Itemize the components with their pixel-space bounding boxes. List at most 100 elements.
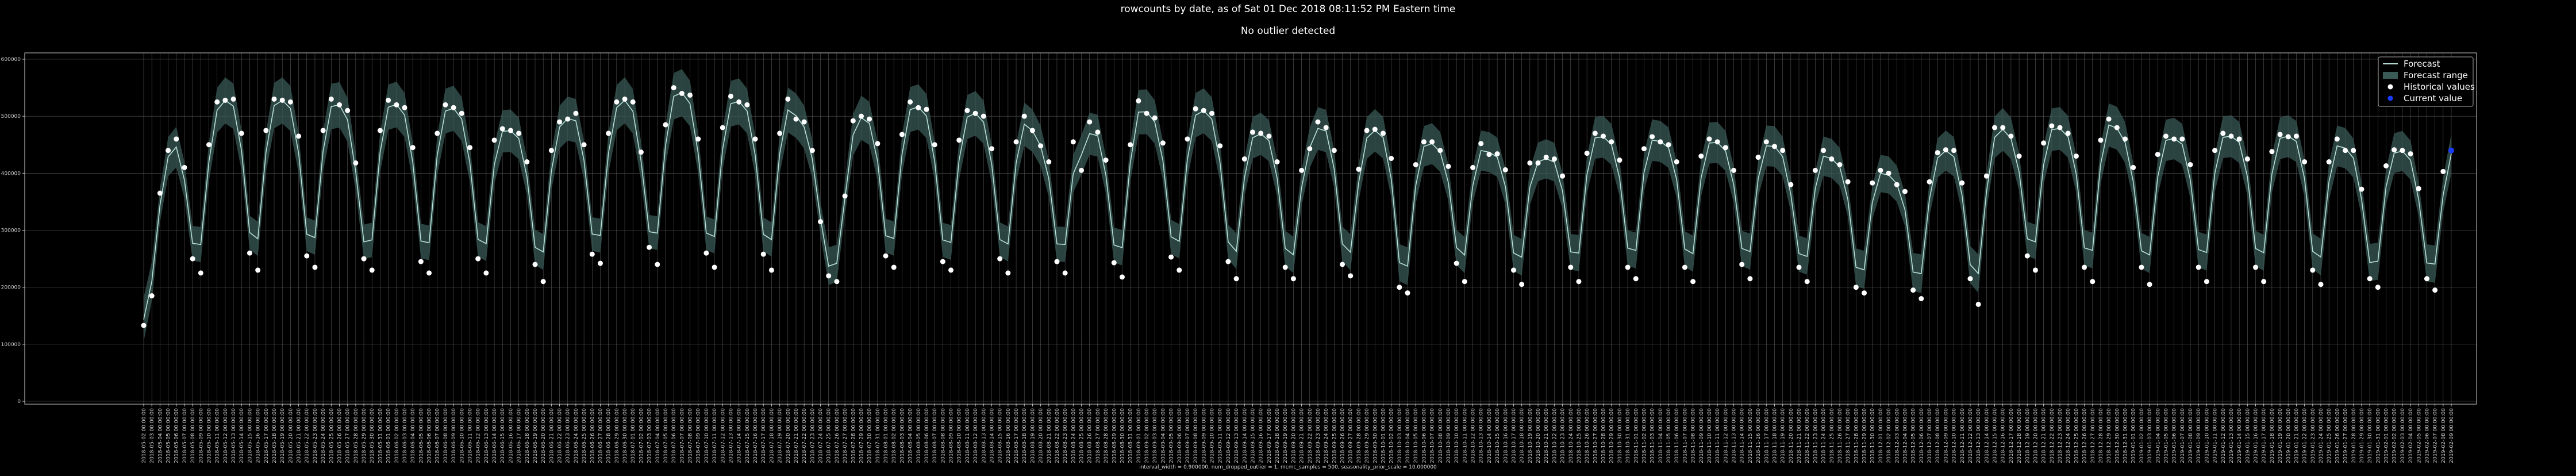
x-tick-label: 2018-06-30 00:00:00 xyxy=(622,408,628,463)
historical-point xyxy=(1429,139,1435,145)
historical-point xyxy=(1992,125,1998,130)
historical-point xyxy=(908,99,913,105)
x-tick-label: 2018-11-05 00:00:00 xyxy=(1666,408,1672,463)
x-tick-label: 2018-05-13 00:00:00 xyxy=(231,408,237,463)
x-tick-label: 2018-09-16 00:00:00 xyxy=(1259,408,1264,463)
x-tick-label: 2019-01-18 00:00:00 xyxy=(2270,408,2275,463)
historical-point xyxy=(435,130,440,136)
historical-point xyxy=(328,96,334,102)
x-tick-label: 2018-07-21 00:00:00 xyxy=(794,408,799,463)
x-tick-label: 2018-08-03 00:00:00 xyxy=(899,408,905,463)
x-tick-label: 2018-09-27 00:00:00 xyxy=(1348,408,1354,463)
x-tick-label: 2018-07-01 00:00:00 xyxy=(630,408,636,463)
historical-point xyxy=(2041,140,2047,146)
x-tick-label: 2019-01-09 00:00:00 xyxy=(2196,408,2202,463)
historical-point xyxy=(638,149,644,155)
x-tick-label: 2018-10-08 00:00:00 xyxy=(1438,408,1444,463)
x-tick-label: 2018-10-11 00:00:00 xyxy=(1462,408,1468,463)
historical-point xyxy=(858,113,864,119)
historical-point xyxy=(1870,180,1875,186)
x-tick-label: 2018-12-03 00:00:00 xyxy=(1894,408,1900,463)
x-tick-label: 2018-05-07 00:00:00 xyxy=(182,408,188,463)
historical-point xyxy=(336,102,342,108)
historical-point xyxy=(182,164,187,170)
historical-point xyxy=(948,267,954,273)
historical-point xyxy=(230,96,236,102)
historical-point xyxy=(1095,129,1101,135)
x-tick-label: 2018-06-02 00:00:00 xyxy=(394,408,400,463)
x-tick-label: 2018-06-26 00:00:00 xyxy=(590,408,595,463)
x-tick-label: 2018-10-02 00:00:00 xyxy=(1389,408,1395,463)
x-tick-label: 2018-11-22 00:00:00 xyxy=(1805,408,1810,463)
historical-point xyxy=(1331,148,1337,153)
x-tick-label: 2018-07-18 00:00:00 xyxy=(769,408,775,463)
historical-point xyxy=(875,141,881,147)
x-tick-label: 2018-09-24 00:00:00 xyxy=(1324,408,1329,463)
historical-point xyxy=(703,250,709,256)
historical-point xyxy=(222,97,228,103)
historical-point xyxy=(1967,276,1973,282)
x-tick-label: 2018-06-17 00:00:00 xyxy=(517,408,522,463)
historical-point xyxy=(1454,260,1459,266)
x-tick-label: 2018-06-07 00:00:00 xyxy=(435,408,441,463)
historical-point xyxy=(785,96,791,102)
historical-point xyxy=(451,105,456,110)
historical-point xyxy=(2343,148,2348,153)
historical-point xyxy=(1902,189,1908,194)
historical-point xyxy=(2383,163,2389,168)
historical-point xyxy=(891,264,897,270)
legend-label: Forecast range xyxy=(2404,70,2468,80)
x-tick-label: 2019-01-13 00:00:00 xyxy=(2229,408,2235,463)
x-tick-label: 2018-09-02 00:00:00 xyxy=(1144,408,1150,463)
x-tick-label: 2019-01-05 00:00:00 xyxy=(2163,408,2169,463)
x-tick-label: 2018-12-05 00:00:00 xyxy=(1911,408,1917,463)
x-tick-label: 2018-11-17 00:00:00 xyxy=(1764,408,1770,463)
historical-point xyxy=(271,96,277,102)
x-tick-label: 2018-07-04 00:00:00 xyxy=(655,408,661,463)
x-tick-label: 2019-01-29 00:00:00 xyxy=(2359,408,2365,463)
historical-point xyxy=(972,110,978,116)
x-tick-label: 2019-02-09 00:00:00 xyxy=(2449,408,2455,463)
x-tick-label: 2018-09-18 00:00:00 xyxy=(1275,408,1281,463)
historical-point xyxy=(720,125,725,130)
historical-point xyxy=(2106,116,2112,122)
legend-swatch-current xyxy=(2387,95,2393,101)
historical-point xyxy=(1087,119,1093,125)
x-tick-label: 2018-08-12 00:00:00 xyxy=(973,408,979,463)
x-tick-label: 2019-01-04 00:00:00 xyxy=(2155,408,2161,463)
x-tick-label: 2018-05-29 00:00:00 xyxy=(362,408,367,463)
historical-point xyxy=(410,145,416,151)
x-tick-label: 2018-09-04 00:00:00 xyxy=(1160,408,1166,463)
historical-point xyxy=(2334,136,2340,142)
historical-point xyxy=(1894,182,1900,187)
historical-point xyxy=(1674,159,1679,164)
historical-point xyxy=(818,219,824,225)
x-tick-label: 2018-10-16 00:00:00 xyxy=(1503,408,1509,463)
x-tick-label: 2018-08-01 00:00:00 xyxy=(883,408,889,463)
x-tick-label: 2018-11-06 00:00:00 xyxy=(1674,408,1680,463)
x-tick-label: 2018-07-03 00:00:00 xyxy=(647,408,653,463)
y-tick-label: 600000 xyxy=(1,57,21,63)
historical-point xyxy=(964,108,970,113)
x-tick-label: 2018-08-18 00:00:00 xyxy=(1022,408,1028,463)
current-value-marker xyxy=(2448,147,2454,153)
historical-point xyxy=(1282,264,1288,270)
x-tick-label: 2018-08-21 00:00:00 xyxy=(1047,408,1052,463)
historical-point xyxy=(1299,167,1305,173)
x-tick-label: 2018-05-05 00:00:00 xyxy=(166,408,172,463)
x-tick-label: 2018-09-13 00:00:00 xyxy=(1234,408,1240,463)
x-tick-label: 2018-08-06 00:00:00 xyxy=(924,408,930,463)
historical-point xyxy=(507,128,513,133)
historical-point xyxy=(1780,148,1786,153)
historical-point xyxy=(1274,159,1280,164)
historical-point xyxy=(1535,160,1541,166)
historical-point xyxy=(1510,267,1516,273)
x-tick-label: 2018-08-19 00:00:00 xyxy=(1030,408,1036,463)
x-tick-label: 2019-01-08 00:00:00 xyxy=(2188,408,2194,463)
x-tick-label: 2019-02-06 00:00:00 xyxy=(2424,408,2430,463)
historical-point xyxy=(1038,143,1044,149)
x-tick-label: 2018-11-03 00:00:00 xyxy=(1650,408,1656,463)
historical-point xyxy=(1168,254,1174,260)
x-tick-label: 2018-05-25 00:00:00 xyxy=(329,408,335,463)
